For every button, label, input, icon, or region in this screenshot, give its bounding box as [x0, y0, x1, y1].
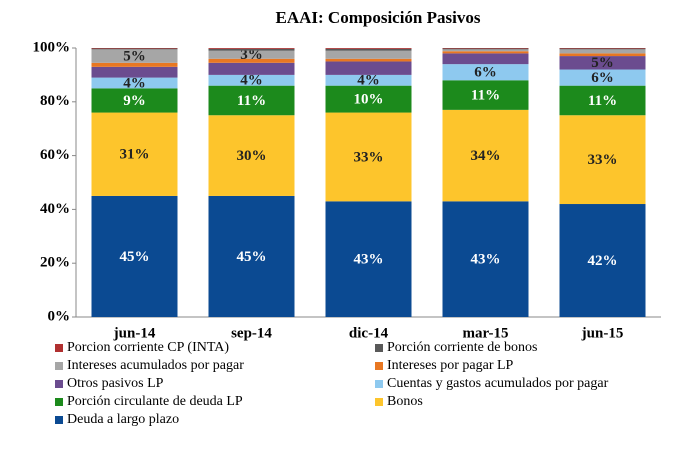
bar-segment [559, 115, 646, 205]
x-tick-label: jun-14 [113, 325, 156, 341]
bar-segment [208, 48, 295, 49]
data-label: 5% [591, 55, 614, 71]
bar-segment [559, 49, 646, 54]
data-label: 11% [588, 93, 617, 109]
bar-segment [559, 48, 646, 49]
bar-segment [559, 56, 646, 70]
bar-segment [91, 48, 178, 50]
legend-label: Otros pasivos LP [67, 376, 164, 391]
bar-segment [325, 74, 412, 86]
bar-segment [208, 115, 295, 196]
bar-segment [325, 48, 412, 49]
bar-segment [442, 201, 529, 317]
legend-swatch [55, 362, 63, 370]
bar-segment [91, 66, 178, 78]
bar-segment [325, 58, 412, 62]
legend-swatch [55, 416, 63, 424]
bar-segment [442, 49, 529, 52]
data-label: 6% [474, 65, 497, 81]
data-label: 34% [471, 148, 501, 164]
data-label: 11% [471, 88, 500, 104]
legend-swatch [55, 398, 63, 406]
data-label: 30% [237, 148, 267, 164]
bar-segment [325, 50, 412, 59]
bar-segment [559, 204, 646, 317]
data-label: 42% [588, 253, 618, 269]
bar-segment [325, 112, 412, 202]
legend-label: Porción circulante de deuda LP [67, 394, 243, 409]
x-tick-label: dic-14 [349, 325, 389, 341]
data-label: 10% [354, 92, 384, 108]
data-label: 43% [354, 252, 384, 268]
data-label: 4% [357, 73, 380, 89]
legend-label: Intereses por pagar LP [387, 358, 514, 373]
y-tick-label: 100% [33, 39, 71, 55]
x-tick-label: jun-15 [581, 325, 624, 341]
legend-label: Bonos [387, 394, 423, 409]
data-label: 11% [237, 93, 266, 109]
bar-segment [442, 51, 529, 54]
x-tick-label: mar-15 [462, 325, 508, 341]
data-label: 5% [123, 49, 146, 65]
legend-swatch [375, 344, 383, 352]
data-label: 6% [591, 70, 614, 86]
data-label: 4% [240, 73, 263, 89]
bar-segment [325, 61, 412, 75]
legend-label: Cuentas y gastos acumulados por pagar [387, 376, 609, 391]
bar-segment [91, 88, 178, 113]
legend-label: Intereses acumulados por pagar [67, 358, 244, 373]
data-label: 45% [120, 249, 150, 265]
bar-segment [91, 49, 178, 63]
bar-segment [442, 48, 529, 49]
legend-swatch [375, 380, 383, 388]
y-tick-label: 20% [40, 255, 70, 271]
data-label: 3% [240, 47, 263, 63]
x-tick-label: sep-14 [231, 325, 272, 341]
y-tick-label: 0% [48, 308, 71, 324]
legend-swatch [375, 398, 383, 406]
bar-segment [559, 69, 646, 86]
bar-segment [325, 48, 412, 51]
bar-segment [442, 53, 529, 65]
bar-segment [559, 85, 646, 116]
data-label: 45% [237, 249, 267, 265]
bar-segment [208, 195, 295, 317]
data-label: 9% [123, 93, 146, 109]
bar-segment [559, 53, 646, 57]
legend-swatch [55, 344, 63, 352]
legend-swatch [375, 362, 383, 370]
legend-label: Porcion corriente CP (INTA) [67, 340, 229, 355]
legend-label: Deuda a largo plazo [67, 412, 179, 427]
y-tick-label: 40% [40, 201, 70, 217]
legend-label: Porción corriente de bonos [387, 340, 537, 355]
bar-segment [208, 48, 295, 51]
data-label: 33% [588, 152, 618, 168]
bar-segment [91, 48, 178, 49]
bar-segment [91, 112, 178, 196]
bar-segment [559, 48, 646, 50]
bar-segment [208, 62, 295, 75]
bar-segment [91, 195, 178, 317]
chart-title: EAAI: Composición Pasivos [276, 8, 481, 27]
legend-swatch [55, 380, 63, 388]
data-label: 33% [354, 149, 384, 165]
bar-segment [91, 62, 178, 67]
bar-segment [91, 77, 178, 89]
bar-segment [442, 109, 529, 202]
data-label: 4% [123, 75, 146, 91]
data-label: 43% [471, 252, 501, 268]
bar-segment [442, 48, 529, 50]
bar-segment [208, 74, 295, 86]
bar-segment [442, 80, 529, 110]
bar-segment [208, 58, 295, 63]
bar-segment [442, 64, 529, 81]
bar-segment [325, 85, 412, 113]
y-tick-label: 80% [40, 93, 70, 109]
y-tick-label: 60% [40, 147, 70, 163]
data-label: 31% [120, 147, 150, 163]
bar-segment [208, 50, 295, 59]
bar-segment [208, 85, 295, 116]
bar-segment [325, 201, 412, 317]
